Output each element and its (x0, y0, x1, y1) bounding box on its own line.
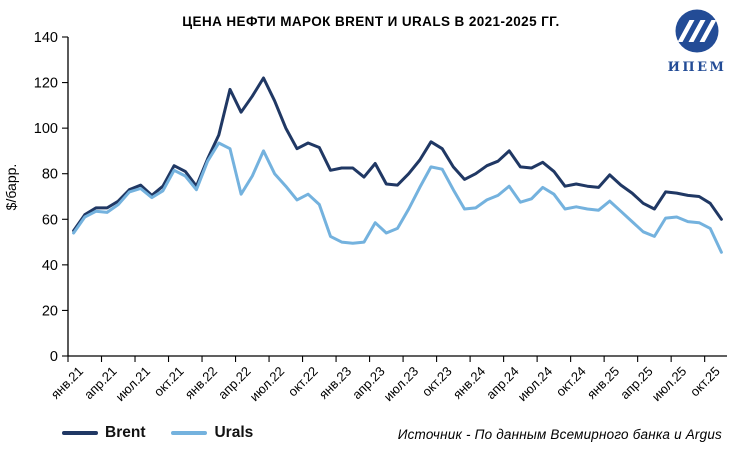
legend: Brent Urals (62, 424, 253, 442)
svg-text:янв.25: янв.25 (584, 364, 622, 402)
svg-text:окт.24: окт.24 (553, 364, 589, 400)
chart-title: ЦЕНА НЕФТИ МАРОК BRENT И URALS В 2021-20… (182, 14, 560, 29)
svg-text:янв.21: янв.21 (48, 364, 86, 402)
svg-text:июл.22: июл.22 (247, 364, 288, 405)
svg-text:120: 120 (34, 76, 58, 92)
svg-text:янв.23: янв.23 (316, 364, 354, 402)
svg-text:140: 140 (34, 30, 58, 46)
svg-text:июл.21: июл.21 (113, 364, 154, 405)
legend-item-brent: Brent (62, 424, 145, 442)
legend-item-urals: Urals (171, 424, 253, 442)
svg-text:апр.23: апр.23 (349, 364, 388, 403)
svg-text:60: 60 (42, 212, 58, 228)
svg-text:апр.25: апр.25 (617, 364, 656, 403)
svg-text:апр.22: апр.22 (215, 364, 254, 403)
svg-text:окт.22: окт.22 (285, 364, 321, 400)
svg-text:апр.24: апр.24 (483, 364, 522, 403)
svg-text:40: 40 (42, 258, 58, 274)
y-tick-labels: 0 20 40 60 80 100 120 140 (34, 30, 68, 365)
svg-text:окт.23: окт.23 (419, 364, 455, 400)
source-note: Источник - По данным Всемирного банка и … (397, 427, 722, 442)
svg-text:янв.22: янв.22 (182, 364, 220, 402)
svg-text:июл.25: июл.25 (649, 364, 690, 405)
svg-text:0: 0 (50, 349, 58, 365)
svg-text:20: 20 (42, 303, 58, 319)
logo-stripes (677, 20, 717, 42)
brent-line (72, 76, 723, 233)
svg-text:июл.23: июл.23 (381, 364, 422, 405)
svg-text:окт.21: окт.21 (151, 364, 187, 400)
brent-line-swatch (62, 431, 98, 435)
x-tick-labels: янв.21апр.21июл.21окт.21янв.22апр.22июл.… (48, 356, 723, 404)
legend-label-urals: Urals (214, 424, 254, 441)
ipem-logo-icon (675, 9, 719, 53)
logo-text: ИПЕМ (667, 60, 727, 75)
y-axis-title: $/барр. (3, 164, 19, 211)
ipem-logo: ИПЕМ (665, 8, 729, 75)
svg-text:июл.24: июл.24 (515, 364, 556, 405)
urals-line-swatch (171, 431, 208, 435)
urals-line (72, 141, 723, 254)
svg-text:100: 100 (34, 121, 58, 137)
svg-text:янв.24: янв.24 (450, 364, 488, 402)
svg-text:апр.21: апр.21 (81, 364, 120, 403)
legend-label-brent: Brent (105, 424, 146, 441)
svg-text:окт.25: окт.25 (687, 364, 723, 400)
svg-text:80: 80 (42, 167, 58, 183)
